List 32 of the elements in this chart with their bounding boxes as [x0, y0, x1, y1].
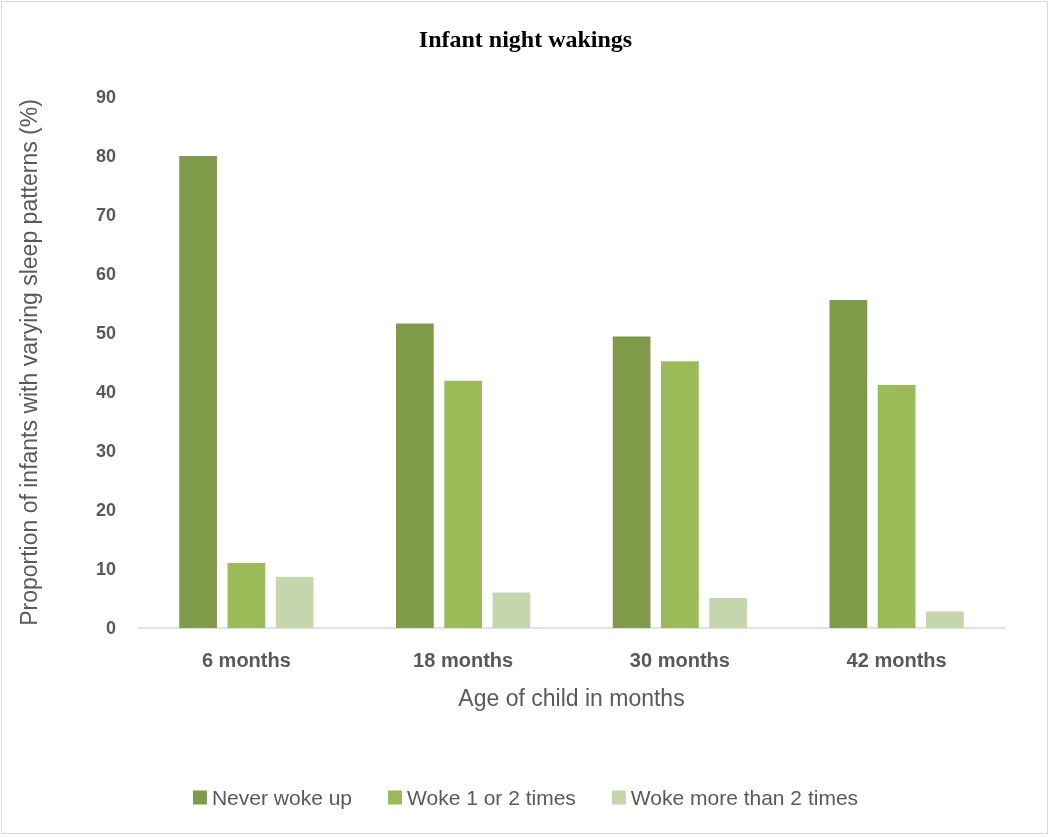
bar — [492, 592, 531, 628]
y-tick-label: 80 — [95, 146, 116, 166]
x-tick-label: 18 months — [413, 649, 514, 671]
bar — [612, 336, 651, 628]
y-tick-label: 40 — [95, 382, 116, 402]
bar — [926, 611, 964, 628]
bar — [709, 597, 748, 628]
y-tick-label: 0 — [105, 618, 116, 638]
bar — [227, 563, 266, 628]
y-tick-label: 20 — [95, 500, 116, 520]
x-axis-title: Age of child in months — [458, 684, 685, 711]
bar — [661, 361, 699, 628]
x-tick-label: 42 months — [846, 649, 947, 671]
x-tick-label: 30 months — [629, 649, 730, 671]
legend-label: Woke 1 or 2 times — [407, 786, 576, 809]
y-tick-label: 70 — [95, 205, 116, 225]
legend-label: Woke more than 2 times — [630, 786, 859, 809]
y-tick-label: 10 — [95, 559, 116, 579]
y-axis-title: Proportion of infants with varying sleep patterns (%) — [15, 99, 42, 626]
bar — [179, 156, 217, 628]
chart-title: Infant night wakings — [418, 26, 633, 52]
bar — [829, 299, 868, 628]
legend-label: Never woke up — [211, 786, 353, 809]
bar — [877, 384, 916, 628]
x-tick-label: 6 months — [201, 649, 291, 671]
bar — [444, 380, 482, 628]
bar — [395, 323, 434, 628]
y-tick-label: 60 — [95, 264, 116, 284]
bar — [275, 576, 314, 628]
y-tick-label: 90 — [95, 87, 116, 107]
y-tick-label: 30 — [95, 441, 116, 461]
y-tick-label: 50 — [95, 323, 116, 343]
